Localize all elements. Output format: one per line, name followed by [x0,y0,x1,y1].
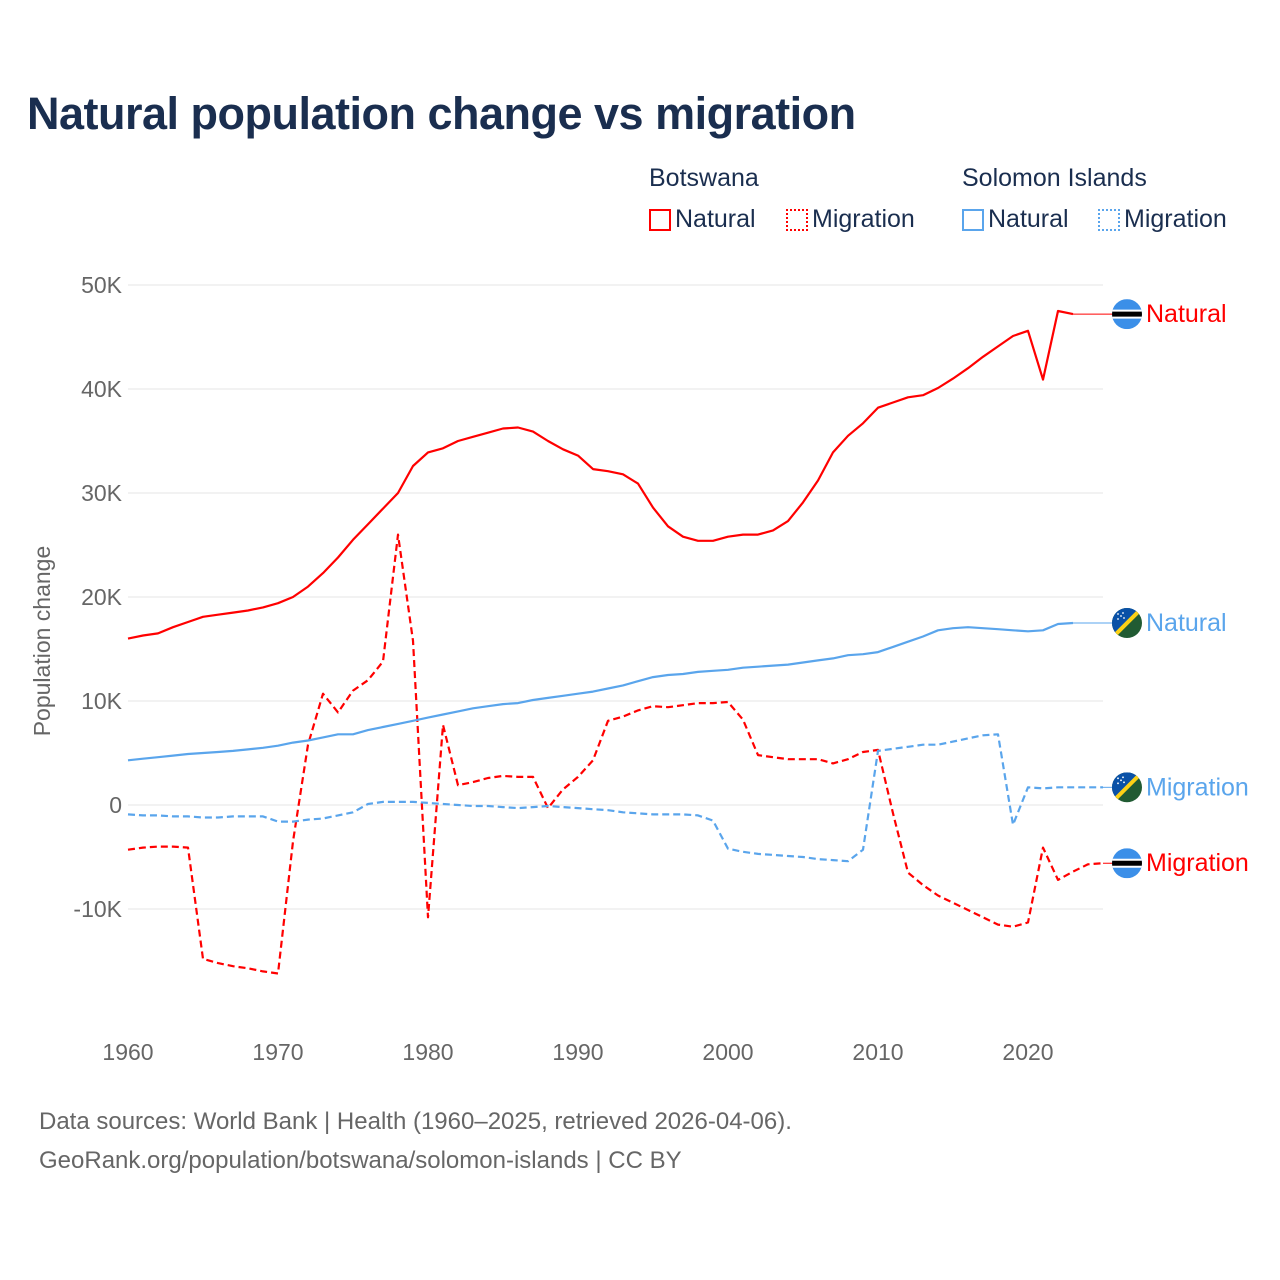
series-line-botswana-migration [127,533,1104,975]
legend-solomon-natural[interactable]: Natural [962,205,1069,234]
legend-group-solomon-islands: Solomon Islands [962,164,1147,192]
legend-group-botswana: Botswana [649,164,759,192]
y-tick-label: 30K [81,480,123,506]
dotted-swatch-icon [786,208,808,231]
dotted-swatch-icon [1098,208,1120,231]
source-line-1: Data sources: World Bank | Health (1960–… [39,1108,792,1135]
legend-label: Migration [1124,205,1227,233]
legend-label: Migration [812,205,915,233]
botswana-flag-icon [1112,848,1142,879]
end-label: Natural [1146,300,1227,328]
end-label: Migration [1146,773,1249,801]
botswana-flag-icon [1112,299,1142,330]
x-tick-label: 1990 [552,1039,603,1065]
x-tick-label: 2010 [852,1039,903,1065]
x-tick-label: 1980 [402,1039,453,1065]
end-label: Migration [1146,849,1249,877]
solomon-islands-flag-icon [1112,608,1142,638]
x-tick-label: 1960 [102,1039,153,1065]
legend-label: Natural [675,205,756,233]
y-tick-label: 40K [81,376,123,402]
solid-swatch-icon [962,208,984,231]
y-tick-label: 0 [109,792,122,818]
solomon-islands-flag-icon [1112,772,1142,803]
y-tick-label: 50K [81,272,123,298]
legend-label: Natural [988,205,1069,233]
y-axis-label: Population change [29,546,55,737]
y-tick-label: 20K [81,584,123,610]
series-line-solomon-islands-natural [127,621,1074,762]
source-line-2[interactable]: GeoRank.org/population/botswana/solomon-… [39,1147,682,1174]
legend-botswana-natural[interactable]: Natural [649,205,756,234]
legend-botswana-migration[interactable]: Migration [786,205,915,234]
end-label: Natural [1146,609,1227,637]
y-tick-label: -10K [73,896,122,922]
x-tick-label: 2020 [1002,1039,1053,1065]
y-tick-label: 10K [81,688,123,714]
solid-swatch-icon [649,208,671,231]
series-line-botswana-natural [127,309,1074,640]
series-line-solomon-islands-migration [127,733,1103,863]
chart-title: Natural population change vs migration [27,88,856,139]
legend-solomon-migration[interactable]: Migration [1098,205,1227,234]
x-tick-label: 2000 [702,1039,753,1065]
x-tick-label: 1970 [252,1039,303,1065]
